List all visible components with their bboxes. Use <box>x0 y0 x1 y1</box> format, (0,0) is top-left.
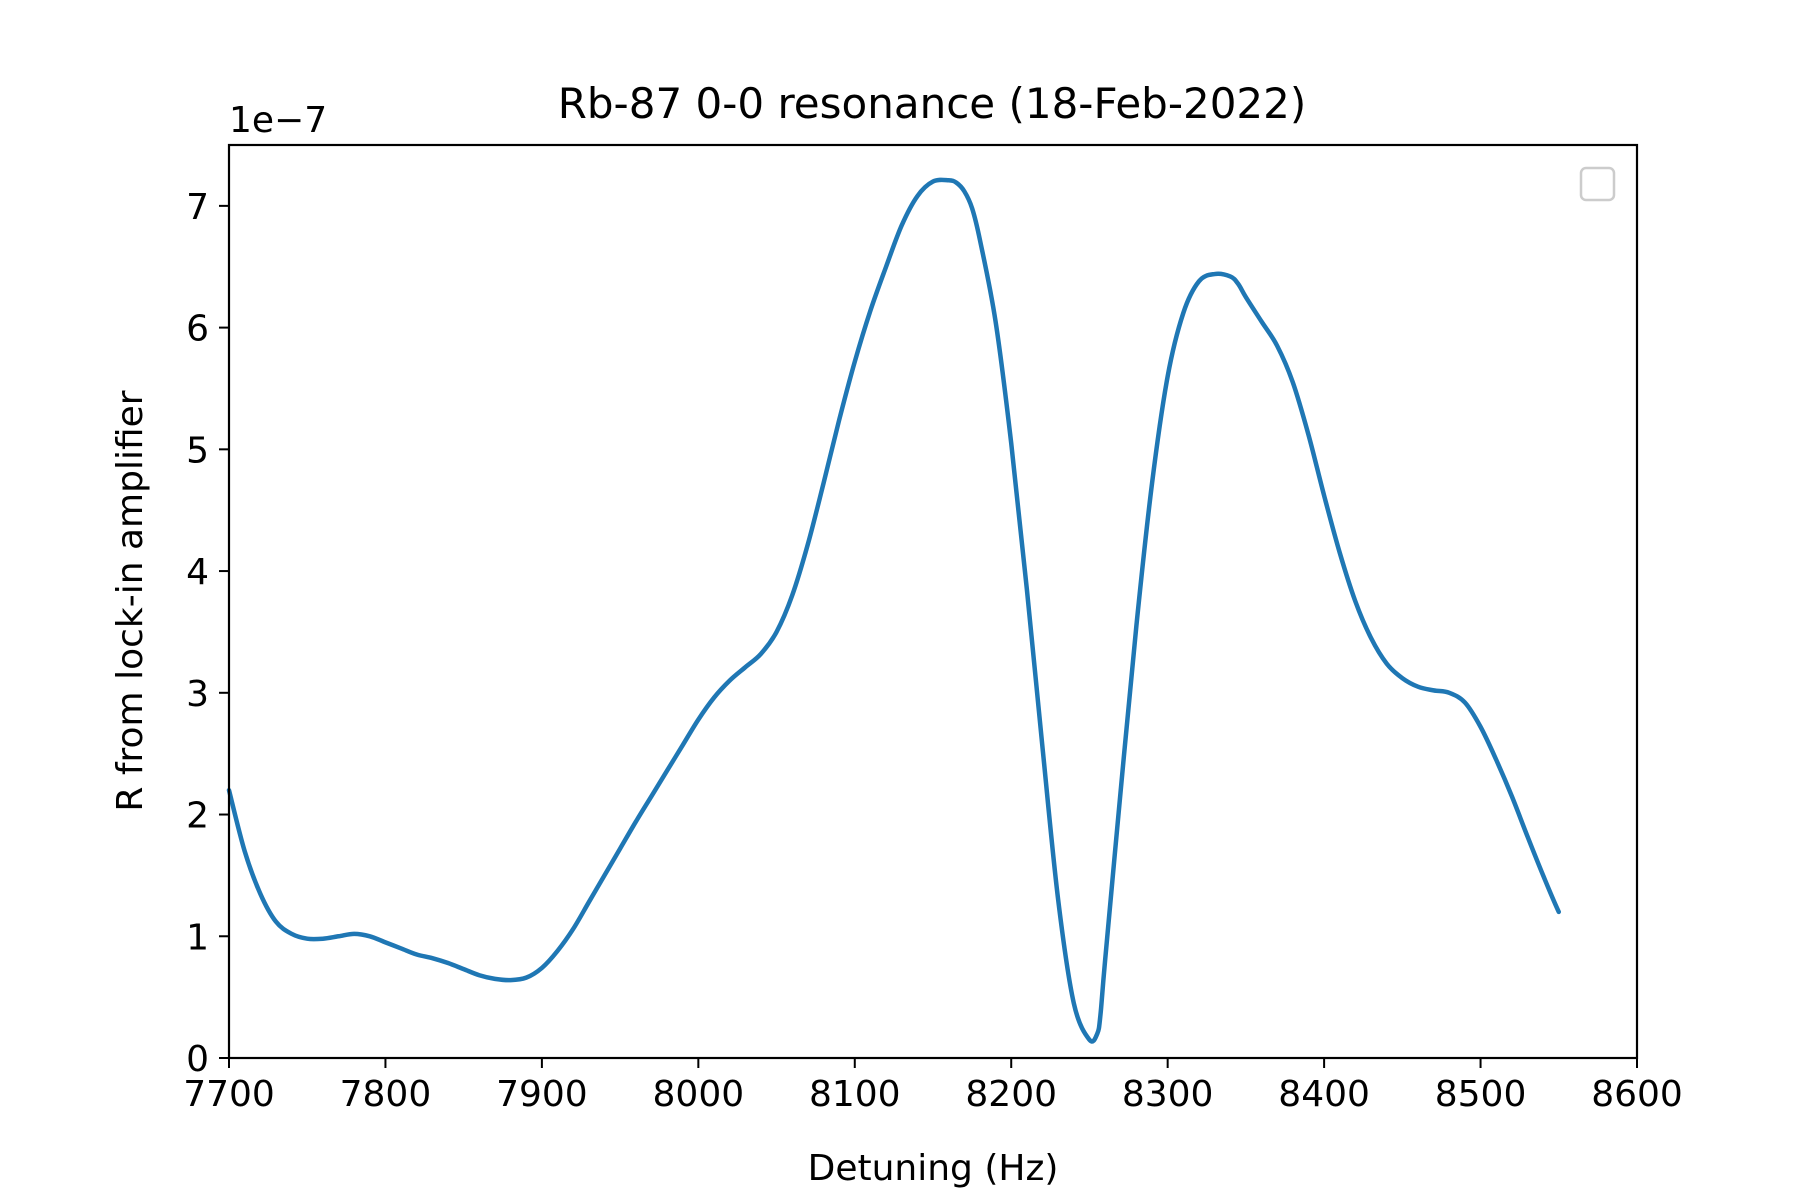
chart-title: Rb-87 0-0 resonance (18-Feb-2022) <box>558 79 1307 128</box>
plot-frame <box>227 143 1639 1060</box>
y-tick-label: 6 <box>186 309 209 350</box>
x-tick-label: 7800 <box>340 1074 432 1115</box>
y-axis-label: R from lock-in amplifier <box>110 390 151 811</box>
y-offset-label: 1e−7 <box>229 100 327 141</box>
x-tick-label: 8000 <box>653 1074 745 1115</box>
y-tick-label: 3 <box>186 674 209 715</box>
y-tick-label: 2 <box>186 796 209 837</box>
y-tick-label: 0 <box>186 1039 209 1080</box>
x-tick-label: 8600 <box>1591 1074 1683 1115</box>
x-axis: 7700 7800 7900 8000 8100 8200 8300 8400 8500 8600 <box>183 1058 1683 1115</box>
plot-area <box>226 177 1562 1044</box>
x-tick-label: 7900 <box>496 1074 588 1115</box>
series-line-r <box>226 177 1562 1044</box>
x-tick-label: 8300 <box>1122 1074 1214 1115</box>
x-axis-label: Detuning (Hz) <box>808 1148 1059 1189</box>
y-axis: 0 1 2 3 4 5 6 7 <box>186 187 229 1080</box>
x-tick-label: 8200 <box>965 1074 1057 1115</box>
y-tick-label: 4 <box>186 552 209 593</box>
legend-box[interactable] <box>1579 166 1616 202</box>
x-tick-label: 8100 <box>809 1074 901 1115</box>
y-tick-label: 1 <box>186 917 209 958</box>
y-tick-label: 7 <box>186 187 209 228</box>
x-tick-label: 7700 <box>183 1074 275 1115</box>
x-tick-label: 8500 <box>1435 1074 1527 1115</box>
y-tick-label: 5 <box>186 430 209 471</box>
x-tick-label: 8400 <box>1278 1074 1370 1115</box>
